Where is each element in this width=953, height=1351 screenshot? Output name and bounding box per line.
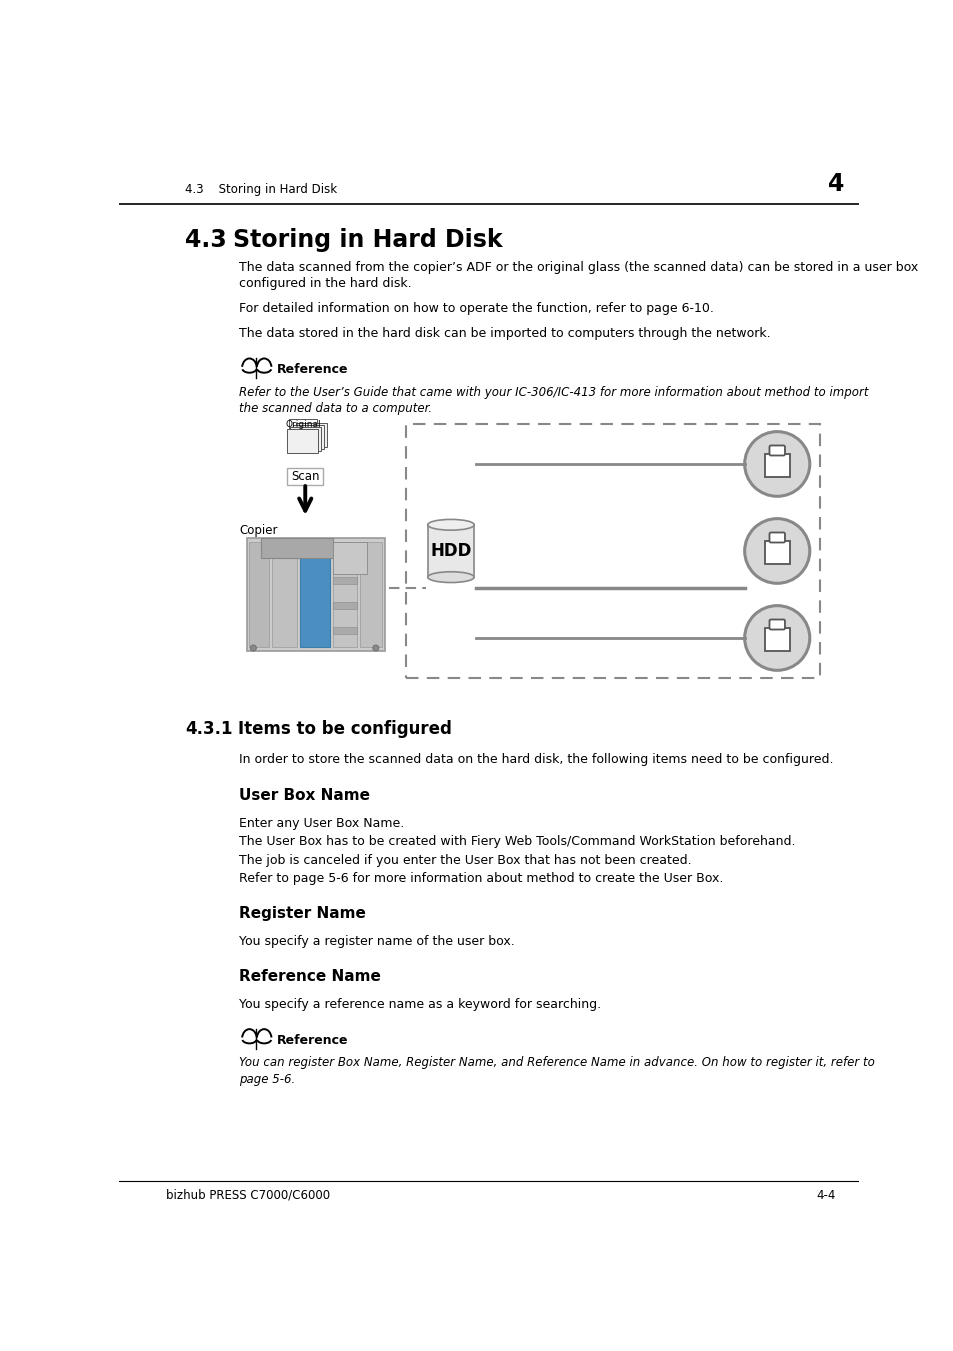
Text: page 5-6.: page 5-6. (239, 1073, 295, 1086)
FancyBboxPatch shape (287, 428, 318, 453)
Text: Scan: Scan (291, 470, 319, 482)
FancyBboxPatch shape (295, 423, 327, 447)
Text: configured in the hard disk.: configured in the hard disk. (239, 277, 412, 290)
Text: Items to be configured: Items to be configured (237, 720, 451, 739)
Text: Original: Original (285, 420, 320, 430)
Bar (333, 603, 357, 609)
FancyBboxPatch shape (289, 419, 316, 431)
Text: the scanned data to a computer.: the scanned data to a computer. (239, 403, 432, 415)
FancyBboxPatch shape (293, 424, 324, 450)
Text: Enter any User Box Name.: Enter any User Box Name. (239, 817, 404, 831)
FancyBboxPatch shape (769, 620, 784, 630)
Text: 4-4: 4-4 (815, 1189, 835, 1201)
Text: 4.3    Storing in Hard Disk: 4.3 Storing in Hard Disk (185, 182, 337, 196)
FancyBboxPatch shape (287, 467, 323, 485)
Text: 4.3.1: 4.3.1 (185, 720, 233, 739)
Bar (249, 542, 269, 647)
FancyBboxPatch shape (247, 538, 385, 651)
Text: Register Name: Register Name (239, 905, 366, 920)
Text: The data scanned from the copier’s ADF or the original glass (the scanned data) : The data scanned from the copier’s ADF o… (239, 261, 918, 274)
Bar (261, 538, 333, 558)
Circle shape (373, 644, 378, 651)
Bar (272, 542, 296, 647)
Text: Reference: Reference (276, 1034, 348, 1047)
Ellipse shape (427, 519, 474, 530)
Bar (764, 628, 789, 651)
Bar (333, 542, 367, 574)
Text: You specify a reference name as a keyword for searching.: You specify a reference name as a keywor… (239, 998, 601, 1011)
Text: You specify a register name of the user box.: You specify a register name of the user … (239, 935, 515, 948)
Text: 4.3: 4.3 (185, 227, 227, 251)
Text: HDD: HDD (430, 542, 471, 559)
Text: Reference Name: Reference Name (239, 969, 381, 984)
Circle shape (744, 519, 809, 584)
Text: In order to store the scanned data on the hard disk, the following items need to: In order to store the scanned data on th… (239, 753, 833, 766)
Bar (299, 542, 330, 647)
Text: The data stored in the hard disk can be imported to computers through the networ: The data stored in the hard disk can be … (239, 327, 770, 339)
Bar (427, 524, 474, 577)
Bar (406, 424, 819, 678)
Text: You can register Box Name, Register Name, and Reference Name in advance. On how : You can register Box Name, Register Name… (239, 1056, 874, 1070)
Text: Copier: Copier (239, 524, 277, 536)
Text: 4: 4 (827, 172, 843, 196)
Bar (333, 577, 357, 584)
Text: For detailed information on how to operate the function, refer to page 6-10.: For detailed information on how to opera… (239, 301, 714, 315)
Ellipse shape (427, 571, 474, 582)
FancyBboxPatch shape (769, 446, 784, 455)
FancyBboxPatch shape (290, 427, 321, 451)
Circle shape (250, 644, 256, 651)
Circle shape (744, 605, 809, 670)
Bar (333, 627, 357, 634)
Text: Reference: Reference (276, 363, 348, 376)
Bar (813, 118, 858, 162)
Bar (360, 542, 382, 647)
Text: Storing in Hard Disk: Storing in Hard Disk (233, 227, 502, 251)
FancyBboxPatch shape (769, 532, 784, 543)
Text: Refer to the User’s Guide that came with your IC-306/IC-413 for more information: Refer to the User’s Guide that came with… (239, 386, 868, 399)
Text: The User Box has to be created with Fiery Web Tools/Command WorkStation beforeha: The User Box has to be created with Fier… (239, 835, 795, 848)
Circle shape (744, 431, 809, 496)
Text: Refer to page 5-6 for more information about method to create the User Box.: Refer to page 5-6 for more information a… (239, 871, 723, 885)
Bar (764, 454, 789, 477)
Text: bizhub PRESS C7000/C6000: bizhub PRESS C7000/C6000 (166, 1189, 330, 1201)
Text: The job is canceled if you enter the User Box that has not been created.: The job is canceled if you enter the Use… (239, 854, 691, 866)
Bar (333, 542, 357, 647)
Bar (764, 540, 789, 565)
Text: User Box Name: User Box Name (239, 788, 370, 802)
